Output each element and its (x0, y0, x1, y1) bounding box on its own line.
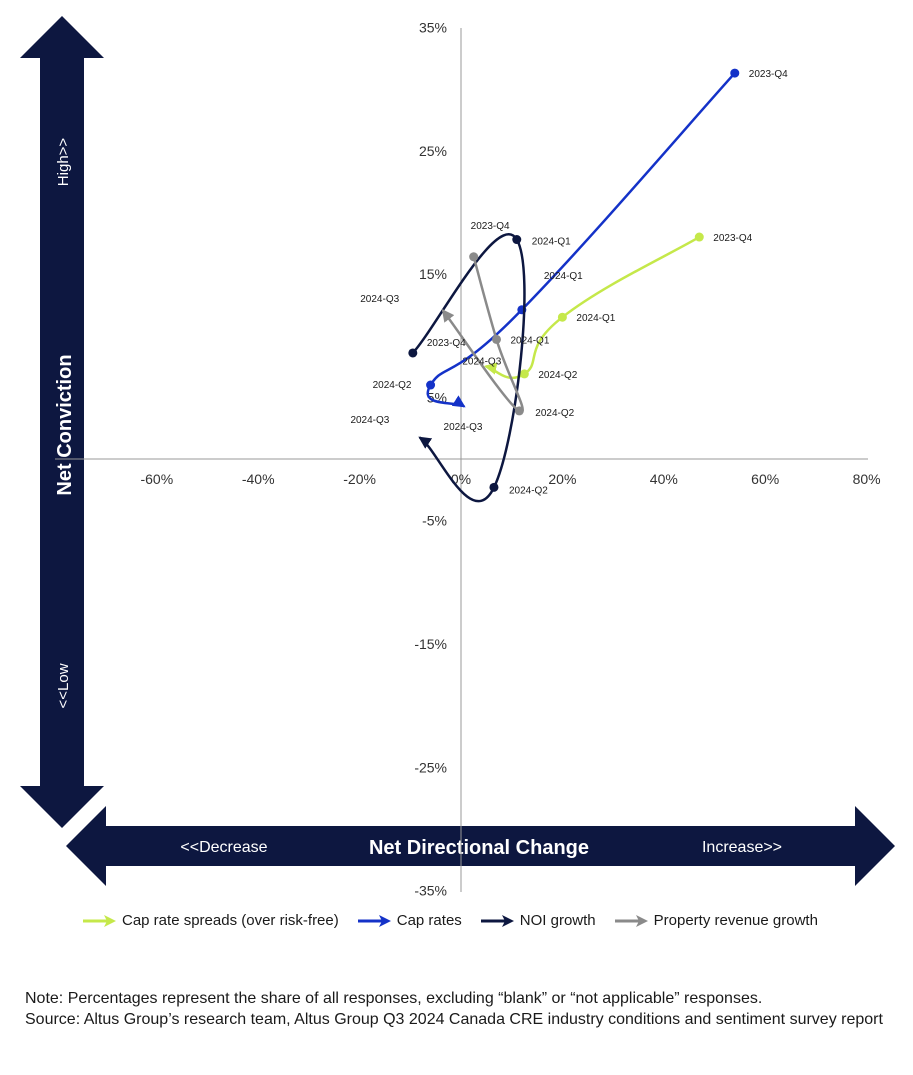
y-tick-label: -35% (414, 883, 447, 899)
point-label: 2024-Q2 (538, 370, 577, 381)
x-tick-label: -40% (242, 471, 275, 487)
x-tick-label: -60% (140, 471, 173, 487)
point-label: 2024-Q1 (510, 335, 549, 346)
x-tick-label: 60% (751, 471, 779, 487)
data-point (694, 232, 704, 242)
y-tick-labels: 35%25%15%5%-5%-15%-25%-35% (414, 19, 447, 898)
series-cap-rate-spreads-over-risk-free (483, 232, 704, 380)
series-line (411, 233, 526, 503)
legend-label-noi-growth: NOI growth (519, 912, 596, 929)
x-axis-left-label: <<Decrease (180, 839, 267, 856)
legend-item-property-revenue-growth: Property revenue growth (614, 912, 818, 929)
series-line (483, 235, 701, 380)
legend-item-cap-rates: Cap rates (357, 912, 462, 929)
x-tick-label: 20% (548, 471, 576, 487)
legend: Cap rate spreads (over risk-free) Cap ra… (82, 912, 836, 929)
point-label: 2023-Q4 (427, 338, 466, 349)
point-label: 2024-Q3 (444, 422, 483, 433)
data-point (519, 369, 529, 379)
y-tick-label: -5% (422, 513, 447, 529)
horizontal-double-arrow: <<Decrease Net Directional Change Increa… (66, 806, 895, 886)
source-line: Source: Altus Group’s research team, Alt… (25, 1011, 883, 1028)
note-line: Note: Percentages represent the share of… (25, 990, 763, 1007)
series-line (441, 255, 524, 413)
legend-label-property-revenue-growth: Property revenue growth (653, 912, 818, 929)
data-point (408, 348, 418, 358)
point-label: 2024-Q1 (576, 313, 615, 324)
point-labels: 2023-Q4 2024-Q1 2024-Q2 2024-Q3 2023-Q4 2024-… (350, 69, 788, 496)
legend-swatch-noi-growth (480, 914, 514, 927)
footnotes: Note: Percentages represent the share of… (25, 988, 895, 1030)
legend-swatch-cap-rate-spreads (83, 914, 116, 927)
data-point (730, 68, 740, 78)
vertical-double-arrow: High>> Net Conviction <<Low (20, 16, 104, 828)
point-label: 2024-Q1 (544, 271, 583, 282)
x-axis-title: Net Directional Change (369, 837, 589, 859)
series-cap-rates (426, 68, 740, 408)
y-tick-label: 25% (419, 143, 447, 159)
y-tick-label: -25% (414, 759, 447, 775)
legend-item-cap-rate-spreads: Cap rate spreads (over risk-free) (82, 912, 339, 929)
y-tick-label: 15% (419, 266, 447, 282)
x-tick-labels: -60% -40% -20% 0% 20% 40% 60% 80% (140, 471, 880, 487)
legend-label-cap-rates: Cap rates (396, 912, 462, 929)
legend-swatch-property-revenue-growth (614, 914, 648, 927)
x-tick-label: 40% (650, 471, 678, 487)
legend-swatch-cap-rates (357, 914, 391, 927)
point-label: 2023-Q4 (713, 233, 752, 244)
legend-item-noi-growth: NOI growth (480, 912, 596, 929)
x-tick-label: -20% (343, 471, 376, 487)
x-tick-label: 80% (853, 471, 881, 487)
series-layer (408, 68, 740, 503)
data-point (557, 312, 567, 322)
legend-label-cap-rate-spreads: Cap rate spreads (over risk-free) (122, 912, 339, 929)
data-point (426, 380, 436, 390)
point-label: 2024-Q2 (535, 408, 574, 419)
y-axis-title: Net Conviction (54, 354, 76, 495)
y-tick-label: 35% (419, 19, 447, 35)
chart: High>> Net Conviction <<Low <<Decrease N… (20, 16, 895, 899)
x-axis-right-label: Increase>> (702, 839, 782, 856)
x-tick-label: 0% (451, 471, 471, 487)
data-point (489, 482, 499, 492)
horizontal-arrow-shape (66, 806, 895, 886)
series-noi-growth (408, 233, 526, 503)
vertical-arrow-shape (20, 16, 104, 828)
point-label: 2024-Q2 (509, 485, 548, 496)
data-point (512, 235, 522, 245)
y-tick-label: -15% (414, 636, 447, 652)
data-point (514, 406, 524, 416)
series-property-revenue-growth (441, 252, 524, 416)
y-axis-bottom-label: <<Low (55, 663, 72, 708)
point-label: 2024-Q1 (532, 237, 571, 248)
point-label: 2023-Q4 (749, 69, 788, 80)
point-label: 2024-Q3 (462, 357, 501, 368)
point-label: 2024-Q2 (373, 380, 412, 391)
point-label: 2024-Q3 (350, 415, 389, 426)
point-label: 2023-Q4 (471, 221, 510, 232)
y-axis-top-label: High>> (55, 138, 72, 187)
data-point (491, 334, 501, 344)
data-point (469, 252, 479, 262)
point-label: 2024-Q3 (360, 294, 399, 305)
